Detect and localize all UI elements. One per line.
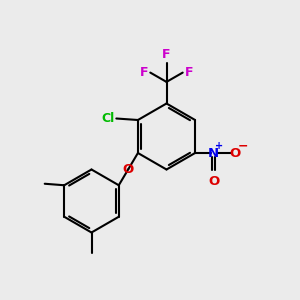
- Text: −: −: [238, 140, 248, 153]
- Text: Cl: Cl: [101, 112, 114, 125]
- Text: F: F: [140, 66, 148, 79]
- Text: O: O: [208, 175, 219, 188]
- Text: F: F: [184, 66, 193, 79]
- Text: O: O: [123, 163, 134, 176]
- Text: N: N: [208, 146, 219, 160]
- Text: O: O: [230, 146, 241, 160]
- Text: F: F: [162, 48, 171, 61]
- Text: +: +: [215, 141, 223, 152]
